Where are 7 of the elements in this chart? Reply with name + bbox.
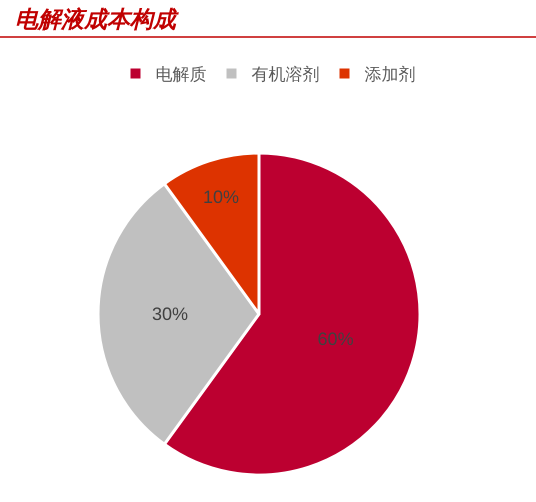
legend-label: 有机溶剂 [252,65,320,86]
legend-label: 电解质 [156,65,206,86]
legend-label: 添加剂 [364,65,416,86]
data-label: 30% [152,304,188,324]
chart-title: 电解液成本构成 [15,6,179,34]
data-label: 60% [318,328,354,349]
data-label: 10% [202,187,240,208]
